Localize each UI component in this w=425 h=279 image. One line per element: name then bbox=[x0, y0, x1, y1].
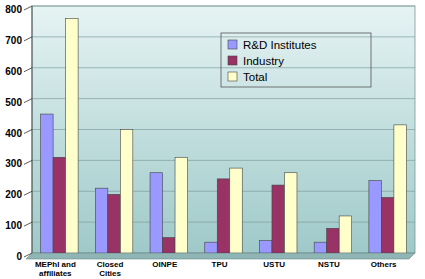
y-tick-label: 700 bbox=[5, 35, 22, 46]
bars bbox=[41, 18, 407, 253]
bar bbox=[327, 228, 340, 253]
y-tick-label: 800 bbox=[5, 4, 22, 15]
y-tick-label: 500 bbox=[5, 97, 22, 108]
tick-mark bbox=[24, 6, 32, 10]
y-tick-label: 300 bbox=[5, 158, 22, 169]
x-tick-label: NSTU bbox=[318, 260, 340, 269]
bar bbox=[369, 180, 382, 253]
bar bbox=[95, 188, 108, 253]
bar bbox=[163, 238, 176, 253]
bar bbox=[175, 157, 188, 253]
label-line: Others bbox=[371, 260, 397, 269]
label-line: MEPhI and bbox=[35, 260, 76, 269]
grid-line bbox=[32, 129, 415, 130]
tick-mark bbox=[24, 253, 32, 257]
grid-line bbox=[32, 67, 415, 68]
label-line: Closed bbox=[97, 260, 124, 269]
legend-swatch bbox=[228, 72, 237, 81]
y-axis bbox=[32, 6, 33, 253]
legend-swatch bbox=[228, 56, 237, 65]
plot-wall bbox=[32, 6, 415, 253]
bar bbox=[230, 168, 243, 253]
bar bbox=[381, 197, 394, 253]
plot-floor bbox=[26, 253, 415, 259]
x-tick-label: MEPhI andaffiliates bbox=[35, 260, 76, 278]
tick-mark bbox=[24, 37, 32, 41]
y-tick-label: 200 bbox=[5, 189, 22, 200]
x-tick-label: Others bbox=[371, 260, 397, 269]
bar bbox=[108, 194, 121, 253]
legend-label: Total bbox=[243, 71, 267, 83]
y-tick-label: 600 bbox=[5, 66, 22, 77]
tick-mark bbox=[24, 68, 32, 72]
label-line: OINPE bbox=[152, 260, 178, 269]
label-line: affiliates bbox=[39, 269, 72, 278]
x-tick-label: USTU bbox=[263, 260, 285, 269]
legend-label: R&D Institutes bbox=[243, 39, 317, 51]
bar bbox=[314, 242, 327, 253]
tick-mark bbox=[24, 160, 32, 164]
tick-mark bbox=[24, 191, 32, 195]
label-line: NSTU bbox=[318, 260, 340, 269]
bar bbox=[394, 125, 407, 253]
legend-box bbox=[221, 33, 371, 87]
grid-line bbox=[32, 160, 415, 161]
x-tick-label: TPU bbox=[212, 260, 228, 269]
legend-swatch bbox=[228, 40, 237, 49]
x-tick-label: ClosedCities bbox=[97, 260, 124, 278]
y-tick-label: 0 bbox=[16, 251, 22, 262]
y-tick-label: 400 bbox=[5, 128, 22, 139]
bar bbox=[217, 179, 230, 253]
chart: 0 100 200 300 400 500 600 700 800 MEPhI andaffili… bbox=[0, 0, 425, 279]
bar bbox=[205, 242, 218, 253]
grid-line bbox=[32, 98, 415, 99]
grid-line bbox=[32, 6, 415, 7]
label-line: TPU bbox=[212, 260, 228, 269]
y-tick-label: 100 bbox=[5, 220, 22, 231]
bar bbox=[53, 157, 66, 253]
tick-mark bbox=[24, 99, 32, 103]
bar bbox=[66, 18, 79, 253]
bar bbox=[259, 241, 272, 253]
bar bbox=[150, 173, 163, 253]
tick-mark bbox=[24, 222, 32, 226]
bar bbox=[41, 114, 54, 253]
legend-label: Industry bbox=[243, 55, 284, 67]
x-tick-label: OINPE bbox=[152, 260, 178, 269]
tick-mark bbox=[24, 130, 32, 134]
bar bbox=[339, 216, 352, 253]
label-line: Cities bbox=[99, 269, 121, 278]
bar bbox=[120, 130, 133, 254]
legend: R&D Institutes Industry Total bbox=[221, 33, 371, 87]
label-line: USTU bbox=[263, 260, 285, 269]
bar bbox=[272, 185, 285, 253]
grid-line bbox=[32, 36, 415, 37]
bar bbox=[284, 173, 297, 253]
